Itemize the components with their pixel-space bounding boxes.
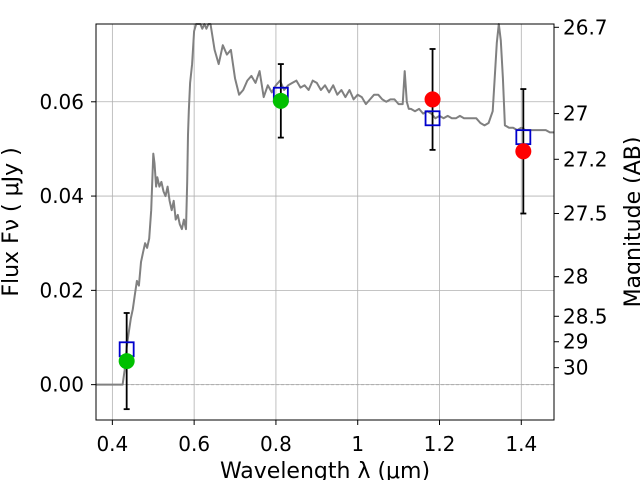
magnitude-tick-label: 26.7 <box>563 15 608 39</box>
y-tick-label: 0.04 <box>39 184 84 208</box>
y-tick-label: 0.00 <box>39 373 84 397</box>
x-axis-ticks: 0.4 0.6 0.8 1 1.2 1.4 <box>96 420 537 456</box>
model-photometry-box <box>424 110 441 127</box>
model-sed-line <box>96 23 554 386</box>
y-axis-ticks: 0.00 0.02 0.04 0.06 <box>39 90 96 397</box>
magnitude-tick-label: 29 <box>563 330 588 354</box>
magnitude-tick-label: 27.2 <box>563 147 608 171</box>
observed-point <box>424 91 441 108</box>
x-tick-label: 1.4 <box>505 432 537 456</box>
x-tick-label: 0.4 <box>96 432 128 456</box>
magnitude-tick-label: 27.5 <box>563 202 608 226</box>
magnitude-tick-label: 30 <box>563 356 588 380</box>
y-tick-label: 0.06 <box>39 90 84 114</box>
x-tick-label: 0.6 <box>178 432 210 456</box>
magnitude-tick-label: 28.5 <box>563 304 608 328</box>
y-axis-title: Flux Fν ( μJy ) <box>0 147 24 296</box>
data-markers <box>118 86 532 370</box>
observed-point <box>272 92 289 109</box>
x-tick-label: 0.8 <box>260 432 292 456</box>
plot-frame <box>95 23 555 421</box>
plot-background <box>96 24 554 420</box>
magnitude-axis-title: Magnitude (AB) <box>621 137 640 308</box>
magnitude-tick-label: 28 <box>563 265 588 289</box>
observed-point <box>118 353 135 370</box>
observed-point <box>515 143 532 160</box>
x-axis-title: Wavelength λ (μm) <box>220 459 430 480</box>
y-tick-label: 0.02 <box>39 278 84 302</box>
x-tick-label: 1 <box>351 432 364 456</box>
x-tick-label: 1.2 <box>424 432 456 456</box>
magnitude-tick-label: 27 <box>563 102 588 126</box>
